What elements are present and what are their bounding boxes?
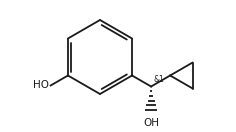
Text: HO: HO: [33, 81, 49, 91]
Text: OH: OH: [143, 117, 159, 128]
Text: &1: &1: [153, 74, 164, 84]
